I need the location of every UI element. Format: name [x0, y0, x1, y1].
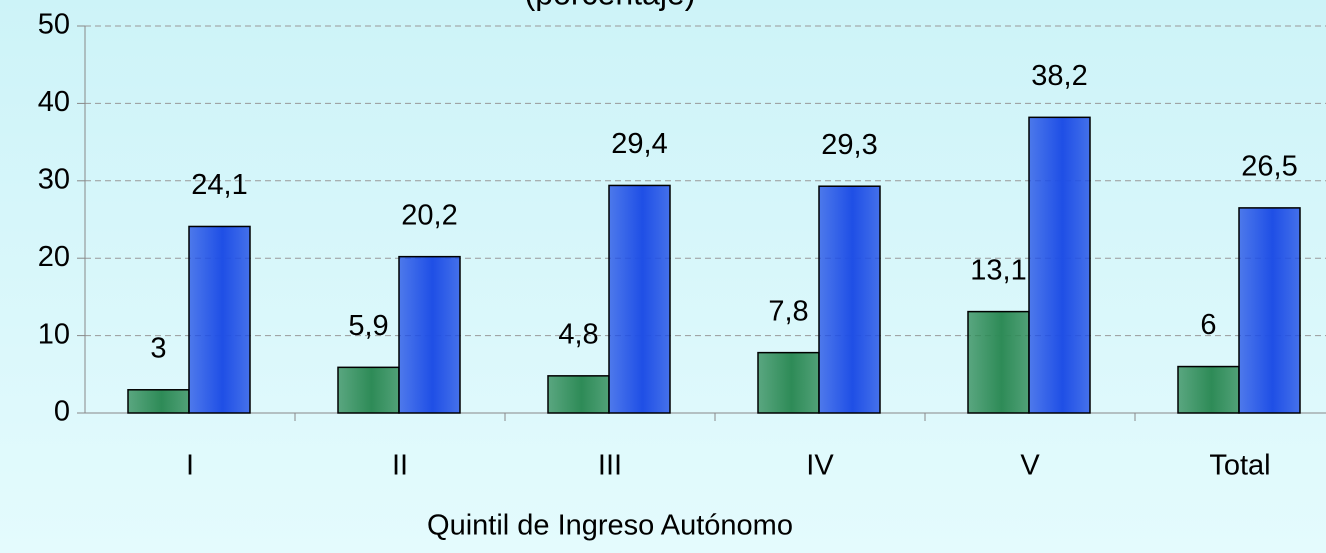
y-tick-label: 10	[38, 318, 70, 350]
y-tick-label: 30	[38, 163, 70, 195]
y-tick-label: 50	[38, 9, 70, 41]
value-label: 26,5	[1241, 151, 1297, 183]
value-label: 13,1	[970, 254, 1026, 286]
x-tick-label: II	[392, 450, 408, 482]
bar	[547, 375, 610, 414]
bar	[1238, 207, 1301, 414]
value-label: 4,8	[558, 319, 598, 351]
bar	[967, 310, 1030, 414]
x-axis-title: Quintil de Ingreso Autónomo	[427, 510, 793, 542]
x-tick-label: Total	[1209, 450, 1270, 482]
value-label: 6	[1200, 309, 1216, 341]
bar	[608, 184, 671, 414]
bar	[337, 366, 400, 414]
bar	[398, 255, 461, 414]
value-label: 29,4	[611, 128, 667, 160]
value-label: 5,9	[348, 310, 388, 342]
bar	[818, 185, 881, 414]
value-label: 3	[150, 332, 166, 364]
bar	[1177, 365, 1240, 414]
y-tick-label: 40	[38, 86, 70, 118]
value-label: 38,2	[1031, 60, 1087, 92]
bar	[1028, 116, 1091, 414]
y-tick-label: 0	[54, 396, 70, 428]
value-label: 29,3	[821, 129, 877, 161]
value-label: 7,8	[768, 295, 808, 327]
x-tick-label: IV	[806, 450, 834, 482]
value-label: 20,2	[401, 199, 457, 231]
y-tick-label: 20	[38, 241, 70, 273]
bar	[757, 351, 820, 414]
value-label: 24,1	[191, 169, 247, 201]
chart-title: (porcentaje)	[525, 0, 696, 11]
x-tick-label: III	[598, 450, 622, 482]
bar	[127, 389, 190, 414]
x-tick-label: V	[1020, 450, 1040, 482]
x-tick-label: I	[186, 450, 194, 482]
bar	[188, 225, 251, 414]
